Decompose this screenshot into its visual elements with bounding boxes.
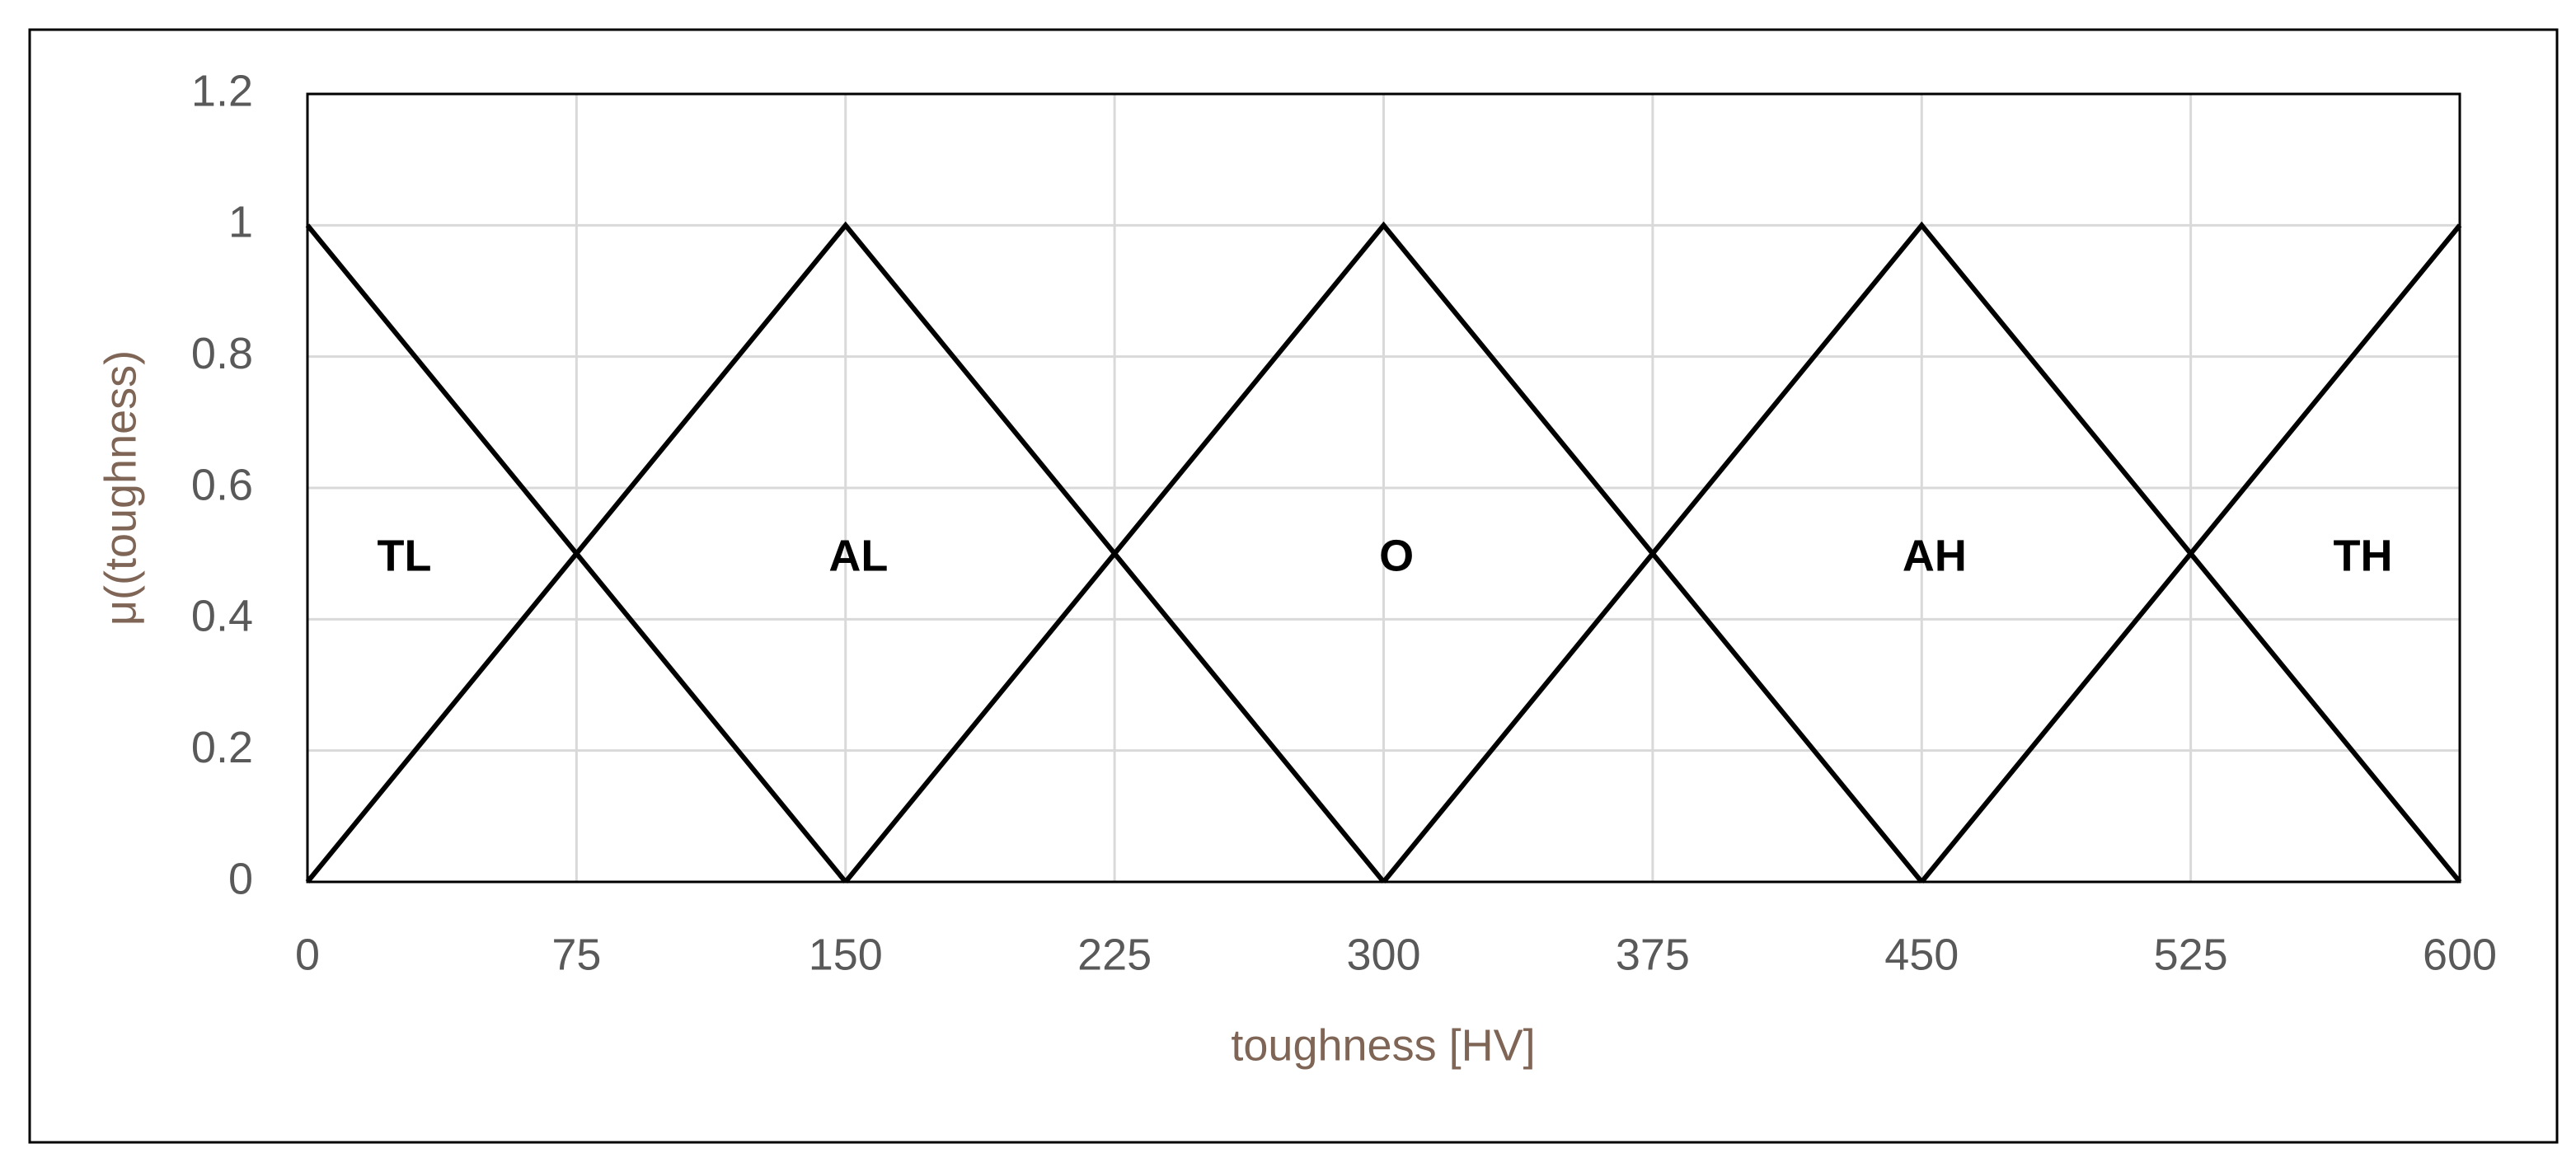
series-label: TL — [378, 531, 432, 580]
x-tick-label: 450 — [1884, 930, 1959, 979]
series-line — [305, 221, 1386, 884]
x-tick-label: 150 — [809, 930, 883, 979]
x-tick-label: 225 — [1077, 930, 1152, 979]
x-tick-label: 375 — [1616, 930, 1690, 979]
series-line — [1919, 223, 2462, 884]
series-label: O — [1379, 531, 1414, 580]
y-tick-label: 1 — [228, 198, 253, 247]
x-tick-label: 75 — [551, 930, 601, 979]
x-tick-label: 525 — [2154, 930, 2228, 979]
y-axis-title: μ((toughness) — [96, 350, 145, 626]
x-tick-label: 300 — [1346, 930, 1420, 979]
series-label: AH — [1903, 531, 1967, 580]
x-tick-label: 600 — [2423, 930, 2497, 979]
y-tick-label: 0.2 — [191, 723, 253, 772]
y-tick-label: 0 — [228, 854, 253, 903]
x-tick-label: 0 — [295, 930, 320, 979]
y-tick-label: 0.6 — [191, 460, 253, 509]
series-line — [843, 221, 1924, 884]
series-label: AL — [828, 531, 888, 580]
y-tick-label: 0.4 — [191, 592, 253, 641]
y-tick-label: 0.8 — [191, 329, 253, 378]
series-line — [1382, 221, 2462, 884]
series-label: TH — [2334, 531, 2393, 580]
y-tick-label: 1.2 — [191, 66, 253, 115]
x-axis-title: toughness [HV] — [1231, 1020, 1535, 1070]
chart-frame — [28, 28, 2559, 1144]
